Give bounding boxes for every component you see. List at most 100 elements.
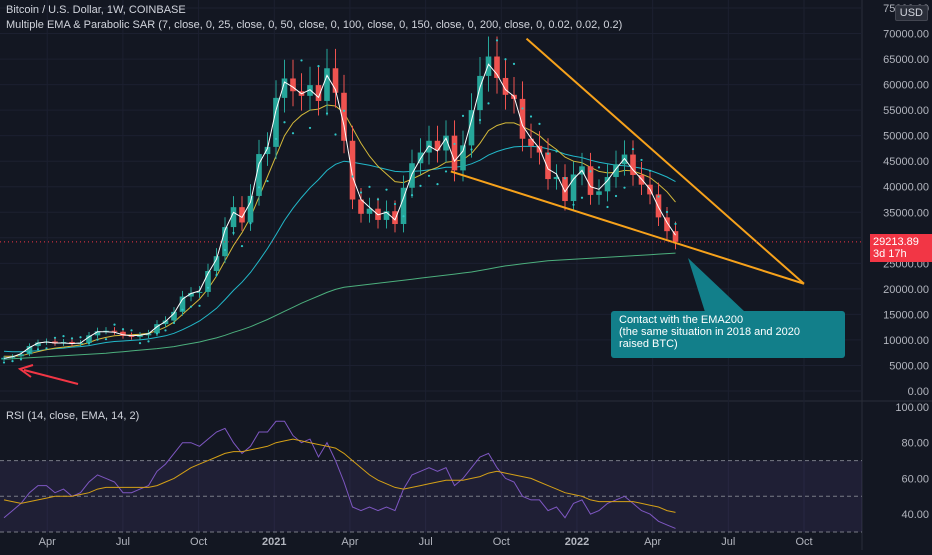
sar-dot — [325, 112, 329, 115]
candle-body — [162, 320, 169, 325]
sar-dot — [266, 179, 269, 183]
candle-body — [256, 154, 262, 196]
candle-body — [409, 163, 415, 188]
candle-body — [477, 75, 483, 111]
sar-dot — [572, 203, 575, 206]
candle-body — [290, 78, 296, 92]
time-tick-label: 2022 — [565, 536, 589, 548]
candle-body — [392, 211, 398, 225]
candle-body — [111, 330, 118, 332]
sar-dot — [385, 188, 388, 191]
sar-dot — [45, 347, 48, 350]
sar-dot — [631, 147, 635, 151]
candle-body — [443, 135, 449, 151]
price-tick-label: 50000.00 — [883, 131, 929, 143]
pointer-arrow — [23, 369, 79, 385]
sar-dot — [529, 115, 533, 118]
candle-body — [273, 97, 279, 147]
rsi-tick-label: 80.00 — [901, 438, 929, 450]
candle-body — [358, 199, 364, 214]
sar-dot — [665, 210, 669, 214]
candle-body — [468, 110, 475, 146]
time-tick-label: Jul — [419, 536, 433, 548]
price-tick-label: 15000.00 — [883, 309, 929, 321]
candle-body — [315, 85, 322, 101]
sar-dot — [11, 360, 14, 363]
sar-dot — [623, 186, 626, 189]
candle-body — [630, 154, 636, 175]
sar-dot — [453, 142, 456, 146]
annotation-line-1: Contact with the EMA200 — [619, 314, 744, 326]
price-tick-label: 60000.00 — [883, 80, 929, 92]
ema200-line — [3, 252, 676, 360]
ema50-line — [3, 145, 676, 353]
candle-body — [222, 227, 228, 257]
candle-body — [247, 195, 254, 223]
candle-body — [494, 56, 500, 78]
last-price-tag: 29213.89 3d 17h — [870, 234, 932, 262]
candle-body — [332, 68, 339, 93]
sar-dot — [444, 170, 448, 173]
candle-body — [383, 211, 390, 220]
candle-body — [502, 77, 509, 95]
sar-dot — [368, 185, 371, 188]
candle-body — [264, 146, 271, 155]
time-tick-label: Jul — [721, 536, 735, 548]
candle-body — [128, 335, 135, 337]
candle-body — [341, 92, 347, 141]
sar-dot — [164, 329, 167, 332]
sar-dot — [274, 137, 278, 141]
sar-dot — [70, 337, 74, 340]
price-tick-label: 35000.00 — [883, 207, 929, 219]
sar-dot — [614, 194, 618, 198]
time-tick-label: Apr — [644, 536, 661, 548]
chart-title: Bitcoin / U.S. Dollar, 1W, COINBASE — [6, 4, 186, 16]
sar-dot — [351, 175, 354, 178]
sar-dot — [130, 329, 133, 332]
sar-dot — [257, 186, 261, 189]
candle-body — [145, 333, 152, 336]
annotation-line-2: (the same situation in 2018 and 2020 — [619, 326, 801, 338]
rsi-tick-label: 100.00 — [895, 402, 929, 414]
currency-button[interactable]: USD — [894, 5, 928, 21]
sar-dot — [470, 148, 473, 151]
time-tick-label: Oct — [493, 536, 510, 548]
candle-body — [519, 98, 526, 139]
annotation-pointer — [688, 258, 745, 312]
indicator-label: Multiple EMA & Parabolic SAR (7, close, … — [6, 19, 623, 31]
candle-body — [570, 174, 577, 202]
ema7-line — [3, 63, 676, 359]
annotation-line-3: raised BTC) — [619, 338, 678, 350]
candle-body — [69, 341, 75, 345]
sar-dot — [359, 191, 363, 194]
sar-dot — [19, 358, 23, 361]
candle-body — [154, 324, 160, 334]
candle-body — [485, 56, 492, 76]
sar-dot — [521, 107, 524, 110]
candle-body — [451, 135, 458, 171]
sar-dot — [376, 198, 380, 201]
trendline-upper — [525, 37, 805, 285]
annotation-callout[interactable]: Contact with the EMA200 (the same situat… — [611, 311, 845, 358]
candle-body — [562, 177, 568, 202]
sar-dot — [147, 340, 150, 343]
candle-body — [553, 177, 560, 180]
time-tick-label: Oct — [190, 536, 207, 548]
bar-countdown: 3d 17h — [873, 248, 907, 260]
sar-dot — [283, 121, 286, 124]
candle-body — [94, 331, 101, 336]
time-tick-label: Apr — [341, 536, 358, 548]
candle-body — [205, 270, 211, 292]
sar-dot — [215, 273, 218, 277]
sar-dot — [419, 184, 422, 188]
price-tick-label: 45000.00 — [883, 156, 929, 168]
candle-body — [52, 341, 58, 344]
candle-body — [18, 354, 24, 357]
sar-dot — [606, 205, 609, 209]
trendline-lower — [450, 170, 805, 285]
sar-dot — [300, 59, 303, 62]
time-tick-label: 2021 — [262, 536, 286, 548]
sar-dot — [648, 169, 652, 172]
price-tick-label: 20000.00 — [883, 284, 929, 296]
